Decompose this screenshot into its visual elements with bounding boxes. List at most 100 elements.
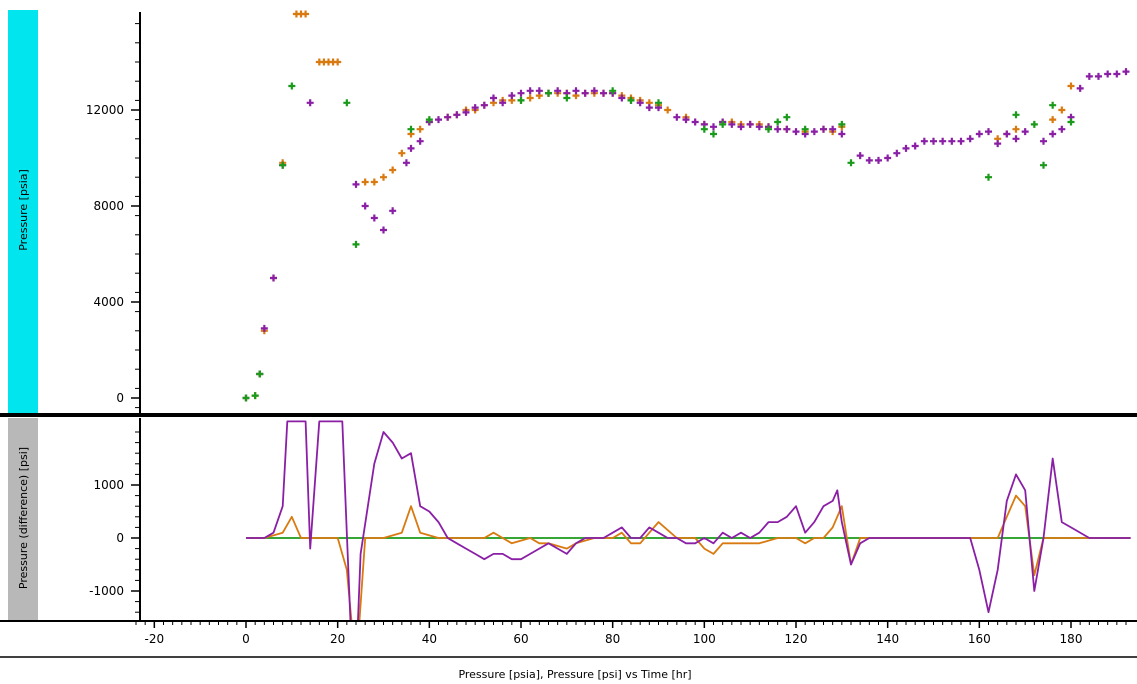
scatter-point: [1113, 70, 1121, 78]
scatter-point: [865, 156, 873, 164]
scatter-point: [402, 159, 410, 167]
scatter-point: [490, 94, 497, 102]
scatter-point: [352, 240, 360, 248]
scatter-point: [352, 180, 360, 188]
scatter-point: [627, 96, 635, 104]
scatter-point: [581, 89, 589, 97]
xtick-label: 20: [330, 632, 345, 646]
scatter-point: [911, 142, 919, 150]
scatter-point: [256, 370, 264, 378]
scatter-point: [370, 214, 378, 222]
bottom-ytick-label: -1000: [89, 584, 124, 598]
scatter-point: [1104, 70, 1112, 78]
top-axis-title-strip: [8, 10, 38, 413]
scatter-point: [783, 125, 791, 133]
scatter-point: [875, 156, 882, 164]
xtick-label: 180: [1060, 632, 1083, 646]
scatter-point: [957, 137, 965, 145]
scatter-point: [939, 137, 947, 145]
top-ytick-label: 0: [116, 391, 124, 405]
scatter-point: [774, 125, 782, 133]
xtick-label: 40: [422, 632, 437, 646]
x-axis-title: Pressure [psia], Pressure [psi] vs Time …: [458, 668, 691, 681]
scatter-point: [1085, 72, 1093, 80]
scatter-point: [407, 125, 415, 133]
scatter-point: [985, 173, 992, 181]
scatter-point: [302, 10, 310, 18]
xtick-label: 80: [605, 632, 620, 646]
scatter-point: [600, 89, 607, 97]
scatter-point: [1058, 125, 1066, 133]
scatter-point: [1012, 111, 1020, 119]
scatter-point: [829, 125, 837, 133]
xtick-label: 120: [785, 632, 808, 646]
scatter-point: [737, 123, 745, 131]
scatter-point: [306, 99, 314, 107]
scatter-point: [975, 130, 983, 138]
scatter-point: [1095, 72, 1102, 80]
scatter-point: [1049, 116, 1057, 124]
scatter-point: [1049, 130, 1057, 138]
scatter-point: [563, 94, 571, 102]
scatter-point: [994, 140, 1002, 148]
scatter-point: [1040, 137, 1047, 145]
top-ytick-label: 8000: [93, 199, 124, 213]
difference-series-line: [246, 494, 1131, 620]
scatter-point: [242, 394, 250, 402]
scatter-point: [251, 392, 259, 400]
scatter-point: [453, 111, 461, 119]
scatter-point: [416, 125, 424, 133]
scatter-point: [618, 94, 626, 102]
scatter-point: [728, 120, 736, 128]
scatter-point: [636, 99, 644, 107]
xtick-label: -20: [145, 632, 165, 646]
scatter-point: [792, 128, 800, 136]
scatter-point: [673, 113, 681, 121]
scatter-point: [361, 178, 369, 186]
scatter-point: [1012, 135, 1020, 143]
scatter-point: [1067, 118, 1075, 126]
scatter-point: [380, 173, 387, 181]
bottom-ytick-label: 0: [116, 531, 124, 545]
scatter-point: [407, 144, 415, 152]
scatter-point: [526, 94, 534, 102]
xtick-label: 160: [968, 632, 991, 646]
scatter-point: [810, 128, 818, 136]
top-ylabel: Pressure [psia]: [17, 169, 30, 251]
scatter-point: [710, 130, 717, 138]
scatter-point: [755, 123, 763, 131]
scatter-point: [343, 99, 351, 107]
scatter-point: [572, 87, 580, 95]
scatter-point: [435, 116, 442, 124]
scatter-point: [1122, 68, 1130, 76]
scatter-point: [746, 120, 754, 128]
scatter-point: [1049, 101, 1057, 109]
scatter-point: [847, 159, 855, 167]
scatter-point: [948, 137, 956, 145]
xtick-label: 140: [876, 632, 899, 646]
scatter-point: [499, 99, 507, 107]
scatter-point: [380, 226, 387, 234]
scatter-point: [471, 104, 479, 112]
scatter-point: [774, 118, 782, 126]
scatter-point: [288, 82, 296, 90]
scatter-point: [710, 123, 717, 131]
scatter-point: [535, 87, 543, 95]
scatter-point: [765, 125, 772, 133]
scatter-point: [966, 135, 974, 143]
scatter-point: [389, 207, 397, 215]
xtick-label: 0: [242, 632, 250, 646]
scatter-point: [920, 137, 928, 145]
scatter-point: [1040, 161, 1047, 169]
scatter-point: [554, 87, 562, 95]
scatter-point: [526, 87, 534, 95]
scatter-point: [985, 128, 992, 136]
scatter-point: [609, 87, 617, 95]
scatter-point: [270, 274, 277, 282]
scatter-point: [590, 87, 598, 95]
scatter-point: [700, 125, 708, 133]
scatter-point: [930, 137, 937, 145]
xtick-label: 60: [513, 632, 528, 646]
scatter-point: [893, 149, 901, 157]
